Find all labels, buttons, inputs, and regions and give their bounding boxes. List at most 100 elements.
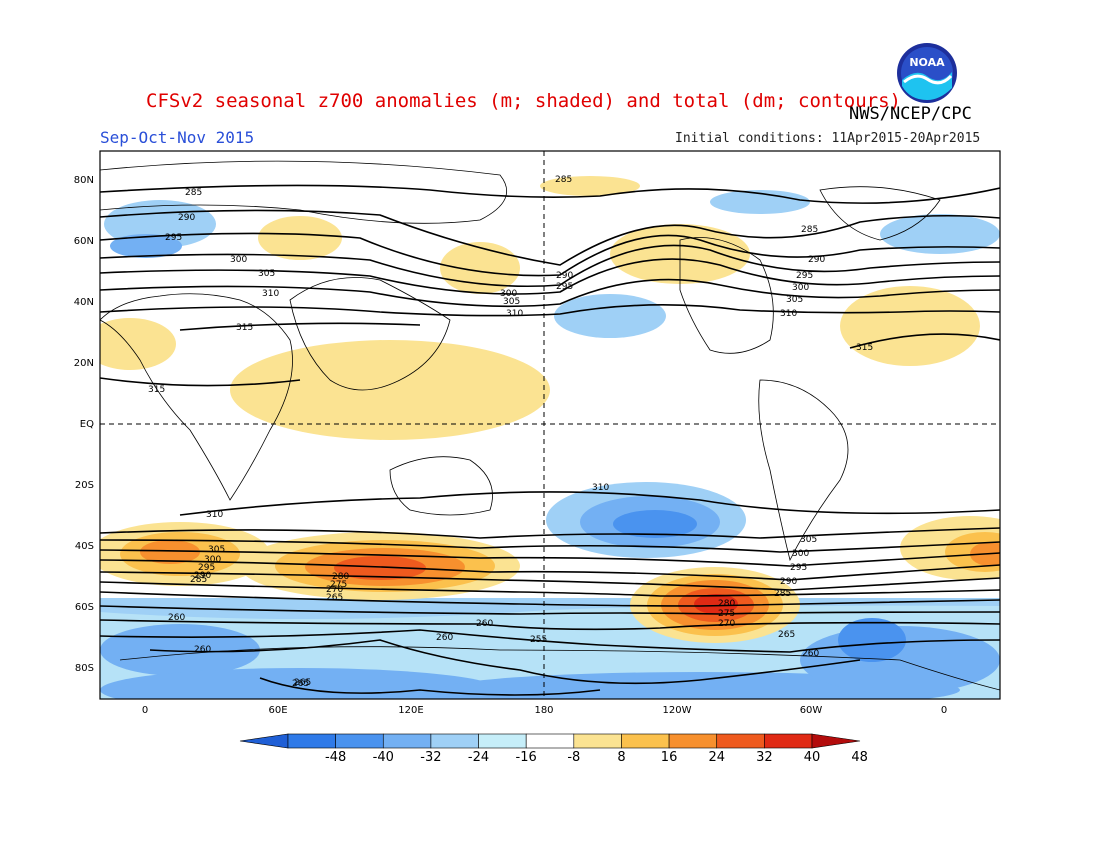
- svg-text:260: 260: [194, 645, 211, 655]
- lat-label: 60S: [74, 602, 94, 613]
- svg-text:260: 260: [168, 613, 185, 623]
- lat-label: 80N: [73, 175, 94, 186]
- period-label: Sep-Oct-Nov 2015: [100, 128, 255, 147]
- svg-text:315: 315: [236, 323, 253, 333]
- contour-lines: [100, 184, 1000, 696]
- svg-text:290: 290: [556, 271, 573, 281]
- colorbar-swatch: [525, 733, 575, 749]
- lon-label: 60W: [799, 705, 823, 716]
- svg-text:300: 300: [230, 255, 247, 265]
- colorbar-tick-label: 8: [617, 750, 626, 765]
- colorbar-tick-label: 16: [660, 750, 678, 765]
- svg-text:280: 280: [332, 572, 349, 582]
- svg-text:310: 310: [506, 309, 523, 319]
- colorbar: [239, 733, 861, 749]
- svg-text:270: 270: [718, 619, 735, 629]
- svg-text:265: 265: [778, 630, 795, 640]
- svg-text:295: 295: [790, 563, 807, 573]
- lat-label: 20S: [74, 480, 94, 491]
- lat-label: 40N: [73, 297, 94, 308]
- lon-label: 180: [534, 705, 554, 716]
- svg-text:305: 305: [258, 269, 275, 279]
- lat-label: 80S: [74, 663, 94, 674]
- svg-text:295: 295: [556, 282, 573, 292]
- colorbar-tick-label: -32: [420, 750, 442, 765]
- svg-text:295: 295: [198, 563, 215, 573]
- colorbar-swatch: [764, 733, 813, 749]
- colorbar-swatch: [478, 733, 527, 749]
- svg-text:300: 300: [792, 549, 809, 559]
- colorbar-swatch: [621, 733, 670, 749]
- colorbar-swatch: [335, 733, 384, 749]
- colorbar-swatch: [430, 733, 479, 749]
- colorbar-tick-label: 24: [708, 750, 725, 765]
- colorbar-max-arrow: [811, 733, 861, 749]
- svg-text:315: 315: [148, 385, 165, 395]
- svg-text:260: 260: [476, 619, 493, 629]
- svg-text:310: 310: [592, 483, 609, 493]
- colorbar-tick-label: -16: [515, 750, 537, 765]
- svg-text:315: 315: [856, 343, 873, 353]
- svg-text:270: 270: [326, 585, 343, 595]
- svg-text:305: 305: [800, 535, 817, 545]
- colorbar-tick-label: -40: [372, 750, 394, 765]
- lon-label: 60E: [268, 705, 288, 716]
- colorbar-min-arrow: [239, 733, 289, 749]
- lon-label: 0: [141, 705, 149, 716]
- svg-text:300: 300: [204, 555, 221, 565]
- lat-label: 20N: [73, 358, 94, 369]
- svg-text:310: 310: [780, 309, 797, 319]
- initial-conditions-label: Initial conditions: 11Apr2015-20Apr2015: [675, 131, 981, 146]
- lat-label: 40S: [74, 541, 94, 552]
- colorbar-swatch: [668, 733, 718, 749]
- svg-text:310: 310: [262, 289, 279, 299]
- svg-text:275: 275: [718, 609, 735, 619]
- svg-text:280: 280: [718, 599, 735, 609]
- colorbar-tick-label: 40: [803, 750, 821, 765]
- colorbar-swatch: [573, 733, 622, 749]
- svg-text:295: 295: [165, 233, 182, 243]
- contour-labels: 285 290 295 300 305 310 315 315 310 305 …: [148, 175, 873, 689]
- svg-text:290: 290: [194, 571, 211, 581]
- lon-label: 120W: [662, 705, 692, 716]
- svg-text:275: 275: [330, 580, 347, 590]
- noaa-logo-text: NOAA: [909, 56, 945, 69]
- lat-label: EQ: [79, 419, 94, 430]
- colorbar-swatch: [382, 733, 432, 749]
- svg-text:285: 285: [190, 575, 207, 585]
- colorbar-tick-label: 32: [756, 750, 773, 765]
- colorbar-tick-label: -48: [325, 750, 347, 765]
- svg-text:305: 305: [503, 297, 520, 307]
- svg-text:260: 260: [802, 649, 819, 659]
- svg-text:285: 285: [185, 188, 202, 198]
- map-frame: [99, 150, 1001, 700]
- svg-text:260: 260: [436, 633, 453, 643]
- svg-text:290: 290: [178, 213, 195, 223]
- svg-text:285: 285: [555, 175, 572, 185]
- svg-text:290: 290: [808, 255, 825, 265]
- coastlines: [100, 160, 1000, 691]
- colorbar-tick-label: -8: [567, 750, 581, 765]
- noaa-logo: NOAA: [896, 42, 958, 104]
- svg-text:265: 265: [326, 593, 343, 603]
- agency-label: NWS/NCEP/CPC: [849, 104, 972, 124]
- svg-text:265: 265: [294, 678, 311, 688]
- svg-text:285: 285: [801, 225, 818, 235]
- svg-text:255: 255: [530, 635, 547, 645]
- svg-text:300: 300: [500, 289, 517, 299]
- lon-label: 0: [940, 705, 948, 716]
- svg-text:305: 305: [208, 545, 225, 555]
- svg-text:310: 310: [206, 510, 223, 520]
- lat-label: 60N: [73, 236, 94, 247]
- lon-label: 120E: [398, 705, 424, 716]
- svg-text:285: 285: [774, 589, 791, 599]
- svg-text:300: 300: [792, 283, 809, 293]
- colorbar-tick-label: 48: [851, 750, 868, 765]
- svg-text:295: 295: [796, 271, 813, 281]
- svg-text:290: 290: [780, 577, 797, 587]
- svg-text:265: 265: [292, 679, 309, 689]
- chart-title: CFSv2 seasonal z700 anomalies (m; shaded…: [146, 90, 901, 112]
- svg-text:305: 305: [786, 295, 803, 305]
- colorbar-swatch: [287, 733, 336, 749]
